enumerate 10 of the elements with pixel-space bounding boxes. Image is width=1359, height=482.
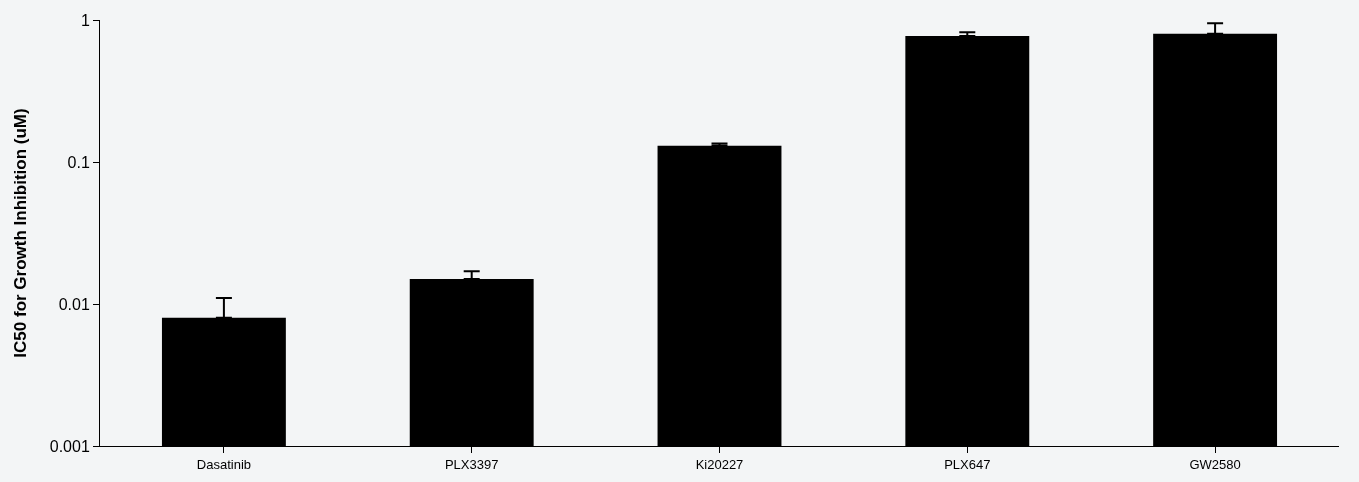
x-tick-label: PLX647: [944, 456, 991, 472]
x-tick-label: Ki20227: [695, 456, 744, 472]
y-tick-label: 0.001: [49, 437, 90, 455]
y-tick-label: 0.1: [67, 153, 90, 171]
x-tick-label: PLX3397: [444, 456, 499, 472]
x-tick-label: GW2580: [1189, 456, 1241, 472]
y-tick-label: 0.01: [58, 295, 90, 313]
x-tick-label: Dasatinib: [196, 456, 251, 472]
y-tick-label: 1: [80, 11, 90, 29]
y-axis-title: IC50 for Growth Inhibition (uM): [11, 108, 31, 358]
